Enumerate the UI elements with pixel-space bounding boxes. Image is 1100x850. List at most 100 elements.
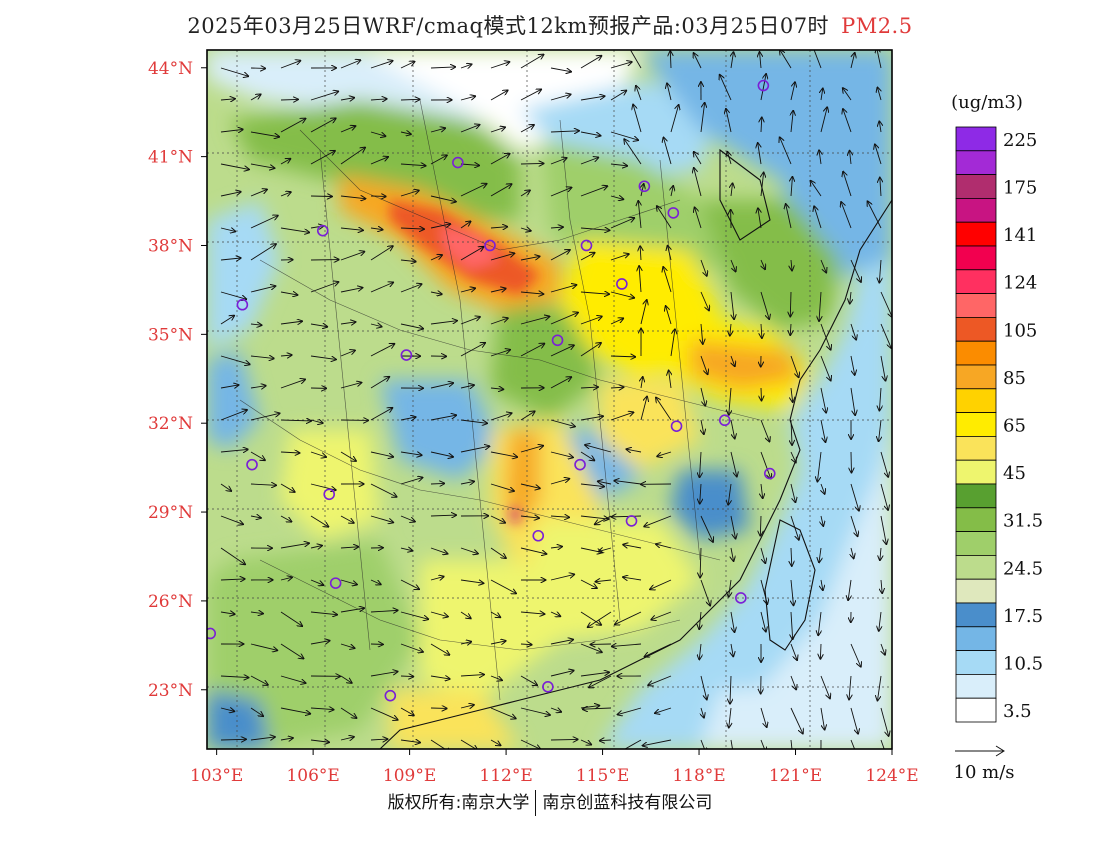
wind-arrow (280, 99, 298, 100)
wind-arrow (370, 672, 397, 677)
lat-label: 32°N (148, 414, 193, 434)
wind-arrow (370, 579, 381, 584)
city-marker (400, 349, 413, 361)
wind-arrow (310, 118, 336, 133)
wind-arrow (729, 387, 731, 415)
legend-label: 65 (1003, 416, 1026, 437)
wind-arrow (250, 324, 262, 325)
wind-arrow (520, 256, 540, 261)
wind-arrow (820, 387, 826, 413)
wind-arrow (550, 419, 575, 427)
legend-label: 45 (1003, 463, 1026, 484)
wind-arrow (220, 163, 249, 169)
wind-arrow (490, 739, 500, 745)
wind-arrow (490, 350, 510, 357)
wind-arrow (730, 259, 736, 271)
wind-arrow (250, 386, 266, 388)
wind-arrow (400, 643, 423, 652)
wind-arrow (280, 355, 292, 356)
wind-arrow (430, 128, 445, 133)
wind-arrow (370, 515, 393, 522)
wind-arrow (694, 152, 702, 165)
wind-reference: 10 m/s (954, 745, 1015, 783)
wind-arrow (761, 483, 763, 498)
wind-arrow (700, 259, 707, 276)
wind-arrow (520, 483, 540, 488)
legend-bin (955, 602, 997, 628)
wind-arrow (370, 377, 389, 389)
wind-arrow (580, 516, 608, 519)
wind-arrow (877, 675, 882, 700)
wind-arrow (877, 50, 882, 69)
wind-arrow (760, 74, 766, 101)
wind-arrow (490, 318, 508, 325)
wind-arrow (430, 155, 447, 165)
wind-arrow (580, 96, 604, 101)
wind-arrow (460, 481, 474, 484)
wind-arrow (640, 300, 647, 325)
wind-arrow (400, 132, 411, 134)
wind-arrow (310, 579, 323, 585)
wind-arrow (843, 172, 852, 197)
wind-arrow (460, 64, 471, 68)
wind-arrow (520, 163, 543, 164)
city-marker (532, 529, 545, 542)
wind-arrow (520, 292, 543, 294)
wind-arrow (850, 739, 856, 749)
wind-arrow (430, 547, 447, 554)
wind-arrow (340, 547, 358, 548)
wind-arrow (550, 708, 561, 712)
wind-arrow (280, 452, 299, 453)
wind-arrow (400, 515, 415, 522)
wind-arrow (850, 151, 851, 165)
wind-arrow (819, 150, 821, 165)
wind-arrow (280, 643, 303, 658)
wind-arrow (580, 672, 609, 677)
wind-arrow (520, 675, 537, 685)
wind-arrow (400, 62, 414, 69)
wind-arrow (220, 579, 245, 580)
wind-arrow (520, 190, 530, 197)
wind-arrow (550, 285, 576, 293)
wind-arrow (550, 547, 562, 548)
lon-label: 103°E (190, 766, 243, 786)
wind-arrow (460, 317, 480, 325)
wind-arrow (881, 643, 885, 655)
wind-arrow (370, 246, 393, 261)
wind-arrow (460, 705, 474, 708)
wind-arrow (728, 483, 731, 505)
wind-arrow (729, 707, 731, 727)
wind-arrow (490, 483, 514, 491)
legend-bin (955, 674, 997, 699)
wind-arrow (400, 611, 428, 619)
wind-arrow (580, 387, 598, 388)
wind-arrow (340, 288, 362, 293)
wind-arrow (657, 451, 672, 456)
wind-arrow (250, 612, 263, 614)
wind-arrow (520, 411, 535, 421)
wind-arrow (250, 216, 278, 229)
legend-label: 225 (1003, 130, 1037, 151)
wind-arrow (430, 383, 453, 389)
wind-arrow (699, 643, 701, 659)
wind-arrow (490, 388, 503, 389)
wind-arrow (310, 282, 338, 293)
wind-arrow (623, 577, 642, 580)
lat-label: 29°N (148, 503, 193, 523)
wind-arrow (790, 82, 795, 101)
wind-arrow (640, 397, 647, 421)
wind-arrow (720, 75, 732, 101)
wind-arrow (849, 675, 851, 699)
copyright: 版权所有:南京大学 南京创蓝科技有限公司 (0, 788, 1100, 816)
wind-arrow (370, 483, 397, 497)
wind-arrow (490, 227, 507, 228)
wind-arrow (220, 410, 247, 421)
wind-arrow (550, 227, 563, 228)
wind-arrow (600, 740, 612, 741)
wind-arrow (340, 451, 356, 461)
wind-arrow (310, 420, 323, 423)
wind-arrow (400, 164, 425, 166)
wind-arrow (729, 579, 731, 597)
wind-arrow (731, 355, 735, 366)
wind-arrow (490, 547, 506, 558)
